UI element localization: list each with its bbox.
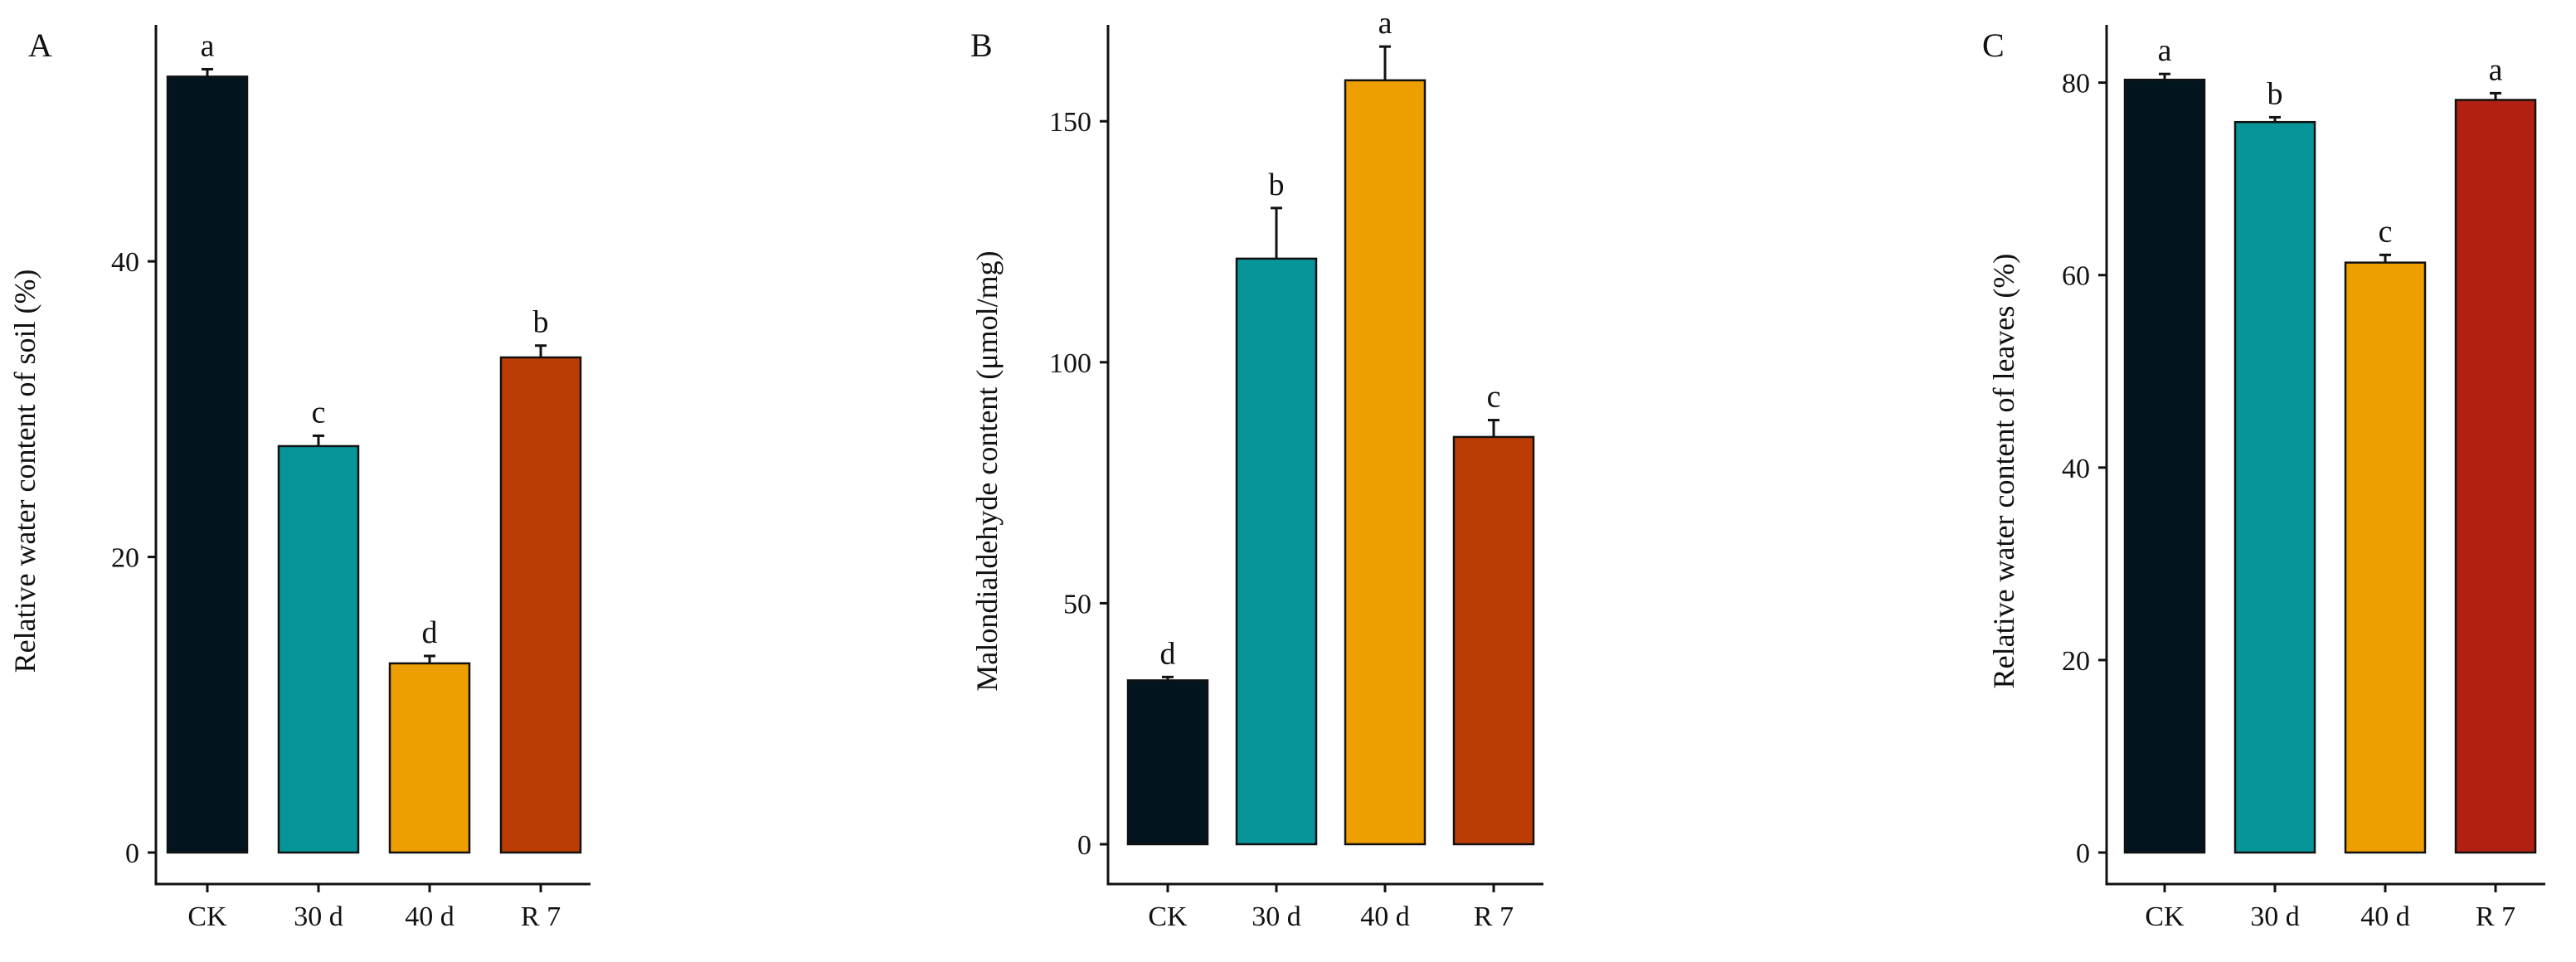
significance-letter: a	[2158, 33, 2172, 68]
bar-40d	[388, 662, 471, 854]
x-tick-label: R 7	[1474, 901, 1514, 932]
y-tick-label: 40	[111, 247, 139, 278]
significance-letter: b	[533, 305, 549, 340]
significance-letter: d	[422, 615, 438, 650]
x-tick-label: 30 d	[2250, 901, 2300, 932]
bar-40d	[2344, 261, 2427, 854]
bar-r7	[2454, 99, 2537, 854]
bar-ck	[1126, 679, 1209, 846]
y-tick-label: 60	[2062, 261, 2090, 292]
panel-B: B 0 50 100 150 Malondialdehyde content (μmol/…	[970, 6, 1543, 932]
bar-40d	[1344, 79, 1427, 846]
bar-30d	[277, 445, 360, 854]
y-axis-title: Relative water content of leaves (%)	[1987, 254, 2020, 689]
panel-letter: B	[970, 27, 993, 64]
bar-ck	[166, 75, 249, 854]
x-tick-label: CK	[1148, 901, 1188, 932]
significance-letter: c	[312, 395, 326, 430]
significance-letter: c	[1487, 380, 1501, 415]
significance-letter: b	[2267, 76, 2283, 111]
x-tick-label: CK	[187, 901, 227, 932]
y-tick-label: 150	[1049, 107, 1091, 138]
x-tick-label: R 7	[521, 901, 561, 932]
bar-r7	[499, 356, 582, 854]
bar-30d	[1235, 257, 1318, 846]
y-tick-label: 20	[2062, 646, 2090, 677]
bar-r7	[1452, 435, 1535, 846]
y-tick-label: 40	[2062, 454, 2090, 484]
y-tick-label: 0	[125, 838, 139, 869]
panel-A: A 0 20 40 Relative water content of soil (%)…	[8, 25, 591, 932]
x-tick-label: 40 d	[1360, 901, 1410, 932]
y-tick-label: 100	[1049, 348, 1091, 379]
x-tick-label: CK	[2145, 901, 2185, 932]
x-tick-label: 40 d	[2360, 901, 2410, 932]
significance-letter: d	[1160, 636, 1176, 671]
panel-C: C 0 20 40 60 80 Relative water content of leav…	[1982, 25, 2545, 932]
y-tick-label: 0	[2076, 838, 2090, 869]
bar-30d	[2233, 120, 2316, 854]
y-tick-label: 0	[1077, 830, 1091, 861]
panel-letter: A	[28, 27, 52, 64]
y-axis-title: Malondialdehyde content (μmol/mg)	[970, 250, 1004, 691]
panel-letter: C	[1982, 27, 2005, 64]
y-tick-label: 20	[111, 543, 139, 574]
significance-letter: b	[1269, 168, 1285, 202]
y-axis-title: Relative water content of soil (%)	[8, 270, 41, 673]
x-tick-label: 30 d	[294, 901, 343, 932]
x-tick-label: R 7	[2476, 901, 2515, 932]
significance-letter: a	[1378, 6, 1392, 41]
significance-letter: a	[2489, 52, 2503, 87]
y-tick-label: 80	[2062, 69, 2090, 100]
x-tick-label: 40 d	[405, 901, 454, 932]
bar-ck	[2123, 78, 2206, 854]
significance-letter: c	[2379, 214, 2393, 249]
x-tick-label: 30 d	[1252, 901, 1301, 932]
significance-letter: a	[201, 28, 215, 63]
y-tick-label: 50	[1063, 589, 1091, 619]
